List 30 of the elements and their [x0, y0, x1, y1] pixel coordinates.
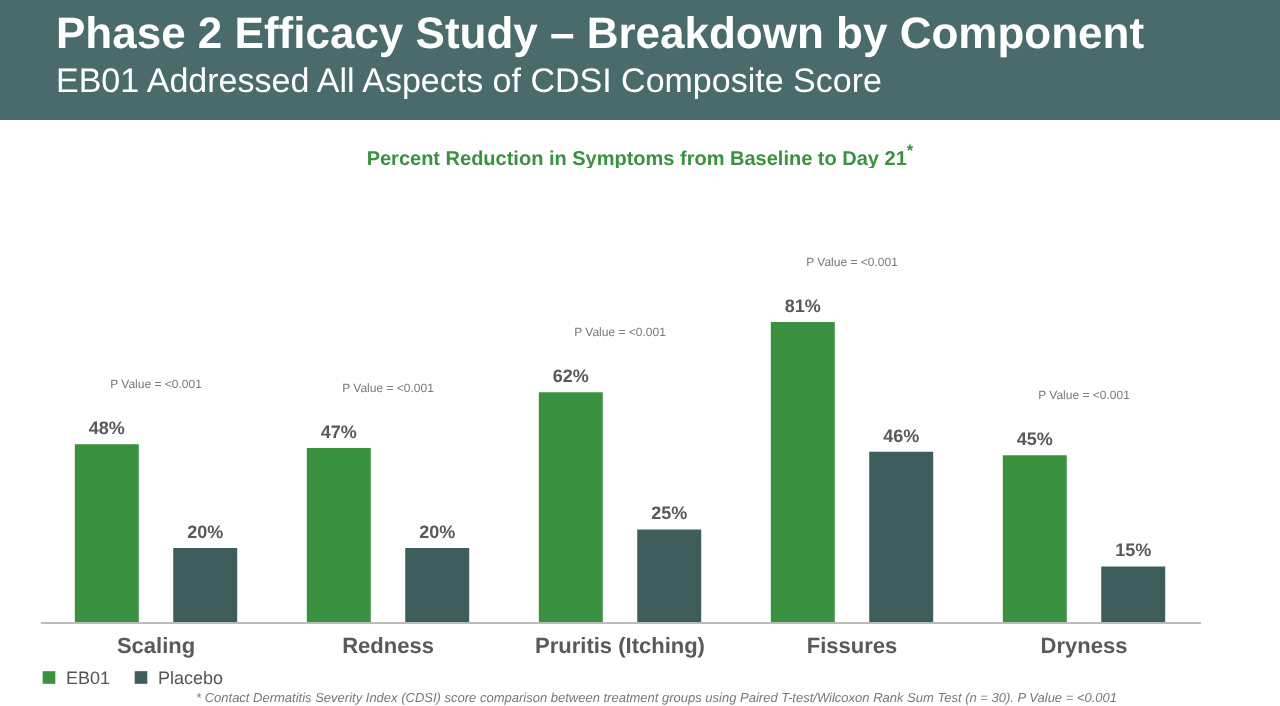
data-label: 15% — [1115, 540, 1152, 561]
x-tick-label: Fissures — [806, 635, 898, 659]
bar — [306, 447, 371, 622]
bar — [1101, 566, 1166, 622]
x-tick-label: Dryness — [1040, 635, 1128, 659]
data-label: 46% — [883, 425, 920, 446]
data-label: 47% — [320, 421, 357, 442]
data-label: 81% — [784, 296, 821, 316]
text: Percent Reduction in Symptoms from Baseline to Day 21$^{*}$ — [364, 140, 916, 171]
data-label: 62% — [552, 366, 589, 387]
data-label: 48% — [88, 418, 125, 439]
bar — [637, 529, 702, 622]
bar — [770, 322, 835, 622]
data-label: 20% — [187, 521, 224, 542]
bar — [173, 547, 238, 622]
legend-label: EB01 — [66, 667, 111, 688]
bar — [869, 451, 934, 622]
x-tick-label: Pruritis (Itching) — [535, 635, 706, 659]
chart-title: Phase 2 Efficacy Study – Breakdown by Component — [56, 8, 1147, 60]
chart-subtitle: EB01 Addressed All Aspects of CDSI Composite Score — [56, 60, 884, 104]
legend-label: Placebo — [158, 667, 224, 688]
bar — [538, 392, 603, 622]
data-label: 20% — [419, 521, 456, 542]
bar — [405, 547, 470, 622]
data-label: 25% — [651, 503, 688, 524]
x-tick-label: Redness — [342, 635, 434, 659]
bar — [74, 444, 139, 622]
x-tick-label: Scaling — [116, 635, 196, 659]
data-label: 45% — [1016, 429, 1053, 450]
bar — [1002, 455, 1067, 622]
